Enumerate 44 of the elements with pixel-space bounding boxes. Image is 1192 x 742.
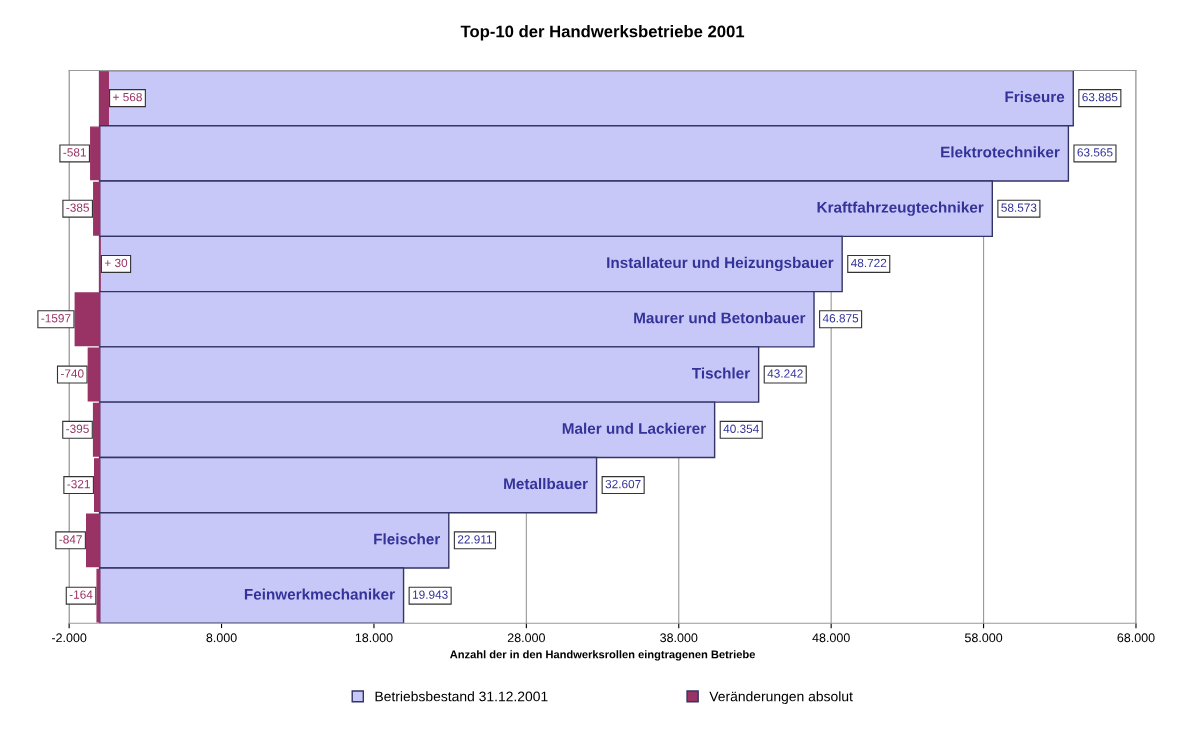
y-tick-label: Installateur und Heizungsbauer <box>607 256 834 272</box>
x-tick-label: 58.000 <box>964 633 1003 643</box>
data-label: 43.242 <box>767 369 803 378</box>
bar <box>96 568 101 623</box>
legend-label: Betriebsbestand 31.12.2001 <box>375 691 548 702</box>
x-tick-label: 28.000 <box>507 633 545 643</box>
chart-title: Top-10 der Handwerksbetriebe 2001 <box>460 25 745 41</box>
y-tick-label: Tischler <box>691 367 750 379</box>
data-label: 58.573 <box>1001 203 1037 212</box>
x-tick-label: 8.000 <box>206 633 237 643</box>
data-label: + 30 <box>104 258 128 268</box>
y-tick-label: Elektrotechniker <box>941 146 1060 158</box>
x-tick-label: 18.000 <box>355 633 393 643</box>
x-tick-label: 48.000 <box>812 633 850 643</box>
bar <box>87 347 101 402</box>
y-tick-label: Fleischer <box>374 533 441 545</box>
data-label: -385 <box>66 203 89 212</box>
data-label: 19.943 <box>412 590 448 599</box>
data-label: -1597 <box>41 314 71 323</box>
data-label: -740 <box>60 369 84 378</box>
y-tick-label: Maurer und Betonbauer <box>634 312 806 324</box>
data-label: 22.911 <box>457 535 492 544</box>
legend-label: Veränderungen absolut <box>709 691 853 705</box>
data-label: 63.565 <box>1077 148 1113 157</box>
y-tick-label: Maler und Lackierer <box>562 422 706 434</box>
data-label: -321 <box>67 479 90 489</box>
data-label: -581 <box>63 148 86 157</box>
data-label: 63.885 <box>1082 92 1118 102</box>
x-tick-label: -2.000 <box>51 633 87 643</box>
data-label: -847 <box>59 535 82 544</box>
y-tick-label: Kraftfahrzeugtechniker <box>817 201 984 216</box>
y-tick-label: Feinwerkmechaniker <box>244 588 395 600</box>
data-label: 32.607 <box>605 479 641 489</box>
y-tick-label: Friseure <box>1005 91 1065 103</box>
data-label: 48.722 <box>850 258 887 268</box>
y-tick-label: Metallbauer <box>504 477 588 490</box>
data-label: 40.354 <box>723 424 759 433</box>
data-label: + 568 <box>113 92 142 102</box>
x-tick-label: 38.000 <box>660 633 698 643</box>
data-label: -395 <box>66 424 89 433</box>
data-label: 46.875 <box>822 314 859 323</box>
x-axis-title: Anzahl der in den Handwerksrollen eingtragenen Betriebe <box>450 650 755 661</box>
data-label: -164 <box>69 590 93 599</box>
x-tick-label: 68.000 <box>1117 633 1155 643</box>
